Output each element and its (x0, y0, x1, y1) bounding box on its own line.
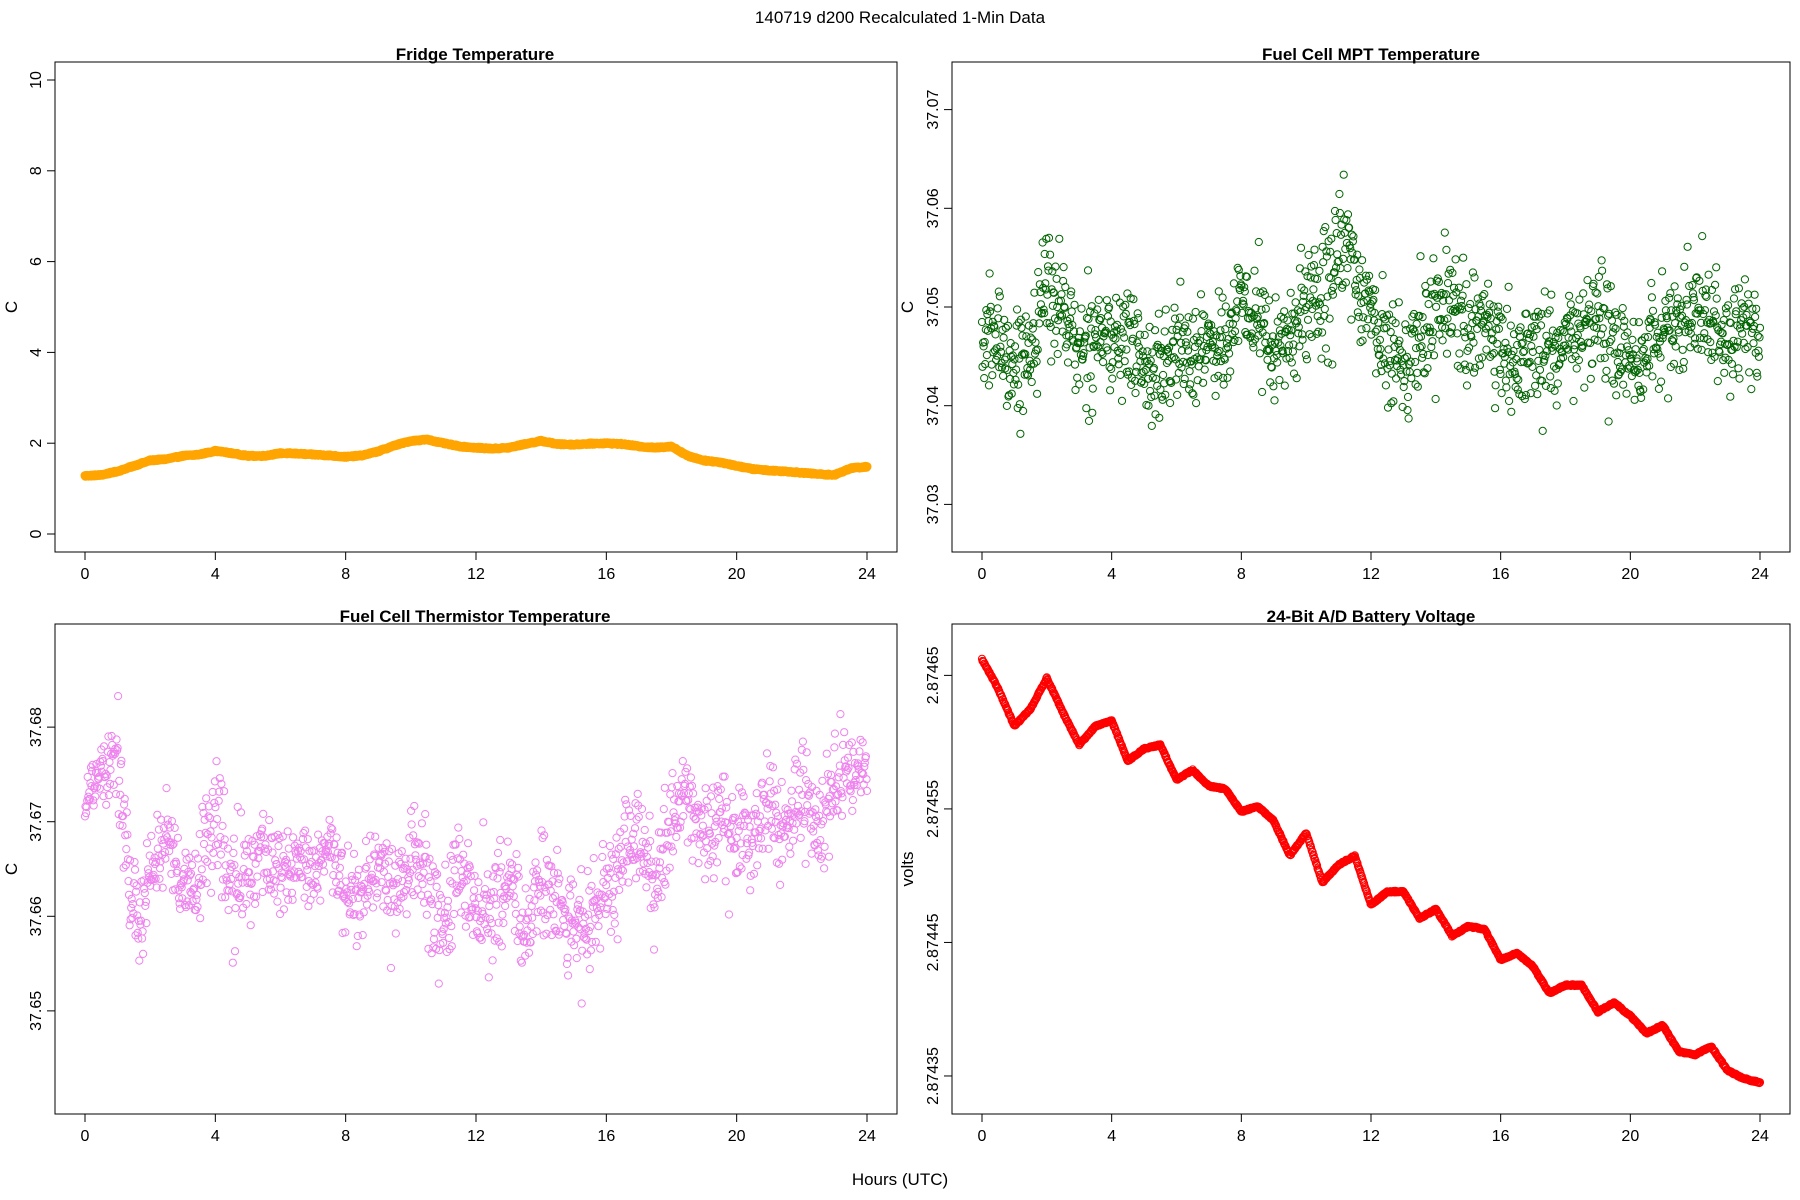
x-tick-label: 24 (1751, 1128, 1769, 1145)
x-tick-label: 16 (597, 566, 615, 583)
y-tick-label: 37.68 (28, 707, 45, 747)
figure-title: 140719 d200 Recalculated 1-Min Data (755, 8, 1046, 27)
y-tick-label: 37.05 (925, 287, 942, 327)
data-point (862, 462, 872, 472)
y-tick-label: 2.87435 (925, 1047, 942, 1105)
y-tick-label: 37.67 (28, 802, 45, 842)
y-tick-label: 2.87455 (925, 780, 942, 838)
x-tick-label: 0 (978, 566, 987, 583)
x-tick-label: 4 (1107, 566, 1116, 583)
x-tick-label: 24 (858, 1128, 876, 1145)
y-axis-label: C (2, 863, 21, 875)
y-axis-label: volts (898, 852, 917, 887)
y-axis-label: C (2, 301, 21, 313)
x-tick-label: 4 (211, 566, 220, 583)
x-tick-label: 24 (858, 566, 876, 583)
x-tick-label: 12 (1362, 1128, 1380, 1145)
x-tick-label: 16 (1492, 1128, 1510, 1145)
y-tick-label: 10 (28, 71, 45, 89)
x-tick-label: 12 (467, 1128, 485, 1145)
x-tick-label: 16 (597, 1128, 615, 1145)
y-tick-label: 0 (28, 529, 45, 538)
panel-title: Fuel Cell Thermistor Temperature (340, 607, 611, 626)
panel-title: 24-Bit A/D Battery Voltage (1267, 607, 1476, 626)
y-tick-label: 8 (28, 166, 45, 175)
y-axis-label: C (898, 301, 917, 313)
x-tick-label: 20 (1621, 1128, 1639, 1145)
x-tick-label: 4 (1107, 1128, 1116, 1145)
x-tick-label: 8 (1237, 1128, 1246, 1145)
y-tick-label: 4 (28, 348, 45, 357)
y-tick-label: 2 (28, 439, 45, 448)
x-tick-label: 0 (81, 566, 90, 583)
y-tick-label: 6 (28, 257, 45, 266)
x-tick-label: 20 (1621, 566, 1639, 583)
x-tick-label: 12 (1362, 566, 1380, 583)
x-tick-label: 24 (1751, 566, 1769, 583)
x-tick-label: 20 (728, 566, 746, 583)
panel-title: Fridge Temperature (396, 45, 554, 64)
y-tick-label: 37.66 (28, 896, 45, 936)
x-tick-label: 12 (467, 566, 485, 583)
panel-title: Fuel Cell MPT Temperature (1262, 45, 1480, 64)
x-tick-label: 8 (1237, 566, 1246, 583)
x-tick-label: 0 (81, 1128, 90, 1145)
y-tick-label: 2.87445 (925, 913, 942, 971)
y-tick-label: 37.04 (925, 386, 942, 426)
y-tick-label: 2.87465 (925, 646, 942, 704)
x-tick-label: 16 (1492, 566, 1510, 583)
y-tick-label: 37.65 (28, 991, 45, 1031)
y-tick-label: 37.06 (925, 188, 942, 228)
x-tick-label: 4 (211, 1128, 220, 1145)
data-points (80, 434, 872, 481)
y-tick-label: 37.03 (925, 484, 942, 524)
x-tick-label: 8 (341, 1128, 350, 1145)
figure-xlabel: Hours (UTC) (852, 1170, 948, 1189)
x-tick-label: 20 (728, 1128, 746, 1145)
x-tick-label: 0 (978, 1128, 987, 1145)
x-tick-label: 8 (341, 566, 350, 583)
y-tick-label: 37.07 (925, 89, 942, 129)
